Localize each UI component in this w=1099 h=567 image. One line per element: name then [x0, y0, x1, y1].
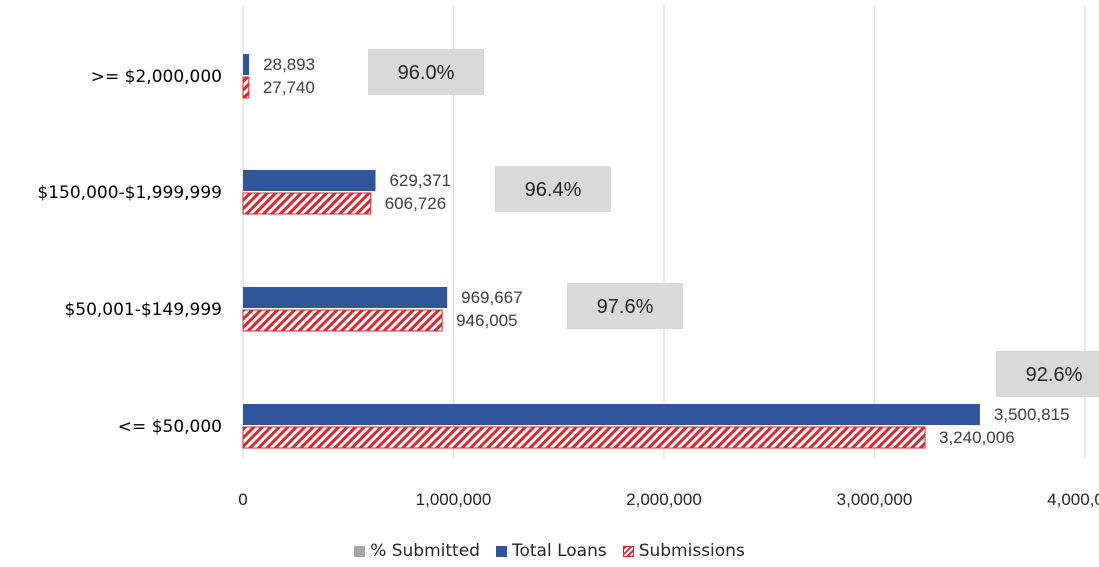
- x-tick-label: 2,000,000: [626, 490, 702, 509]
- bar-total-loans: [243, 404, 980, 425]
- legend-swatch-submissions: [622, 545, 634, 557]
- legend-label-submissions: Submissions: [638, 541, 745, 561]
- data-label-total-loans: 629,371: [389, 171, 450, 190]
- bar-submissions: [242, 309, 443, 332]
- legend-item-total-loans: Total Loans: [495, 541, 607, 561]
- legend-item-pct-submitted: % Submitted: [354, 541, 480, 561]
- legend-swatch-total-loans: [495, 545, 507, 557]
- data-label-submissions: 606,726: [385, 194, 446, 213]
- bar-total-loans: [243, 287, 448, 308]
- data-label-submissions: 3,240,006: [939, 428, 1015, 447]
- category-label: $50,001-$149,999: [64, 300, 222, 320]
- x-tick-label: 1,000,000: [416, 490, 492, 509]
- bar-submissions: [242, 192, 372, 215]
- data-label-total-loans: 969,667: [461, 288, 522, 307]
- data-label-submissions: 27,740: [263, 78, 315, 97]
- x-tick-label: 0: [238, 490, 247, 509]
- chart-legend: % Submitted Total Loans Submissions: [0, 541, 1099, 561]
- bar-total-loans: [243, 170, 376, 191]
- bar-submissions: [242, 76, 250, 99]
- data-label-pct-submitted: 96.4%: [525, 179, 582, 201]
- legend-label-pct-submitted: % Submitted: [370, 541, 480, 561]
- data-label-total-loans: 28,893: [263, 55, 315, 74]
- data-label-submissions: 946,005: [456, 311, 517, 330]
- data-label-pct-submitted: 96.0%: [398, 62, 455, 84]
- x-tick-label: 3,000,000: [837, 490, 913, 509]
- category-label: $150,000-$1,999,999: [37, 183, 222, 203]
- category-label: >= $2,000,000: [91, 67, 222, 87]
- x-tick-label: 4,000,000: [1047, 490, 1099, 509]
- pct-submitted-box: [368, 49, 484, 95]
- bar-total-loans: [243, 54, 250, 75]
- legend-swatch-pct-submitted: [354, 545, 366, 557]
- legend-item-submissions: Submissions: [622, 541, 745, 561]
- data-label-total-loans: 3,500,815: [994, 405, 1070, 424]
- category-label: <= $50,000: [118, 417, 222, 437]
- data-label-pct-submitted: 97.6%: [597, 296, 654, 318]
- pct-submitted-box: [567, 283, 683, 329]
- pct-submitted-box: [495, 166, 611, 212]
- bar-submissions: [242, 426, 926, 449]
- legend-label-total-loans: Total Loans: [511, 541, 607, 561]
- data-label-pct-submitted: 92.6%: [1026, 364, 1083, 386]
- pct-submitted-box: [996, 351, 1099, 397]
